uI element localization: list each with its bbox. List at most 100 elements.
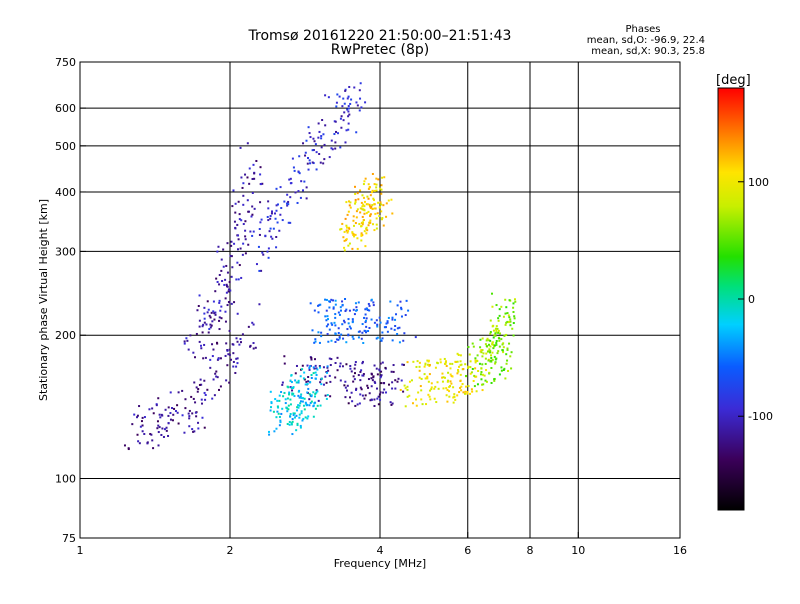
data-point	[296, 409, 299, 412]
data-point	[249, 344, 252, 347]
data-point	[169, 391, 172, 394]
data-point	[224, 320, 227, 323]
data-point	[495, 304, 498, 307]
data-point	[511, 327, 514, 330]
data-point	[297, 190, 300, 193]
data-point	[348, 85, 351, 88]
data-point	[407, 309, 410, 312]
data-point	[345, 238, 348, 241]
data-point	[298, 155, 301, 158]
data-point	[479, 338, 482, 341]
data-point	[203, 312, 206, 315]
data-point	[391, 387, 394, 390]
data-point	[334, 141, 337, 144]
data-point	[297, 406, 300, 409]
data-point	[400, 306, 403, 309]
data-point	[364, 101, 367, 104]
data-point	[200, 344, 203, 347]
data-point	[314, 377, 317, 380]
data-point	[497, 331, 500, 334]
data-point	[357, 198, 360, 201]
data-point	[372, 301, 375, 304]
data-point	[281, 407, 284, 410]
data-point	[276, 221, 279, 224]
data-point	[471, 342, 474, 345]
data-point	[304, 383, 307, 386]
data-point	[370, 398, 373, 401]
data-point	[322, 162, 325, 165]
data-point	[252, 323, 255, 326]
data-point	[359, 386, 362, 389]
data-point	[352, 233, 355, 236]
data-point	[177, 422, 180, 425]
y-tick-label: 600	[55, 102, 76, 115]
data-point	[254, 346, 257, 349]
data-point	[238, 218, 241, 221]
data-point	[300, 410, 303, 413]
data-point	[236, 357, 239, 360]
data-point	[351, 400, 354, 403]
data-point	[183, 342, 186, 345]
data-point	[252, 230, 255, 233]
data-point	[174, 410, 177, 413]
data-point	[187, 412, 190, 415]
data-point	[408, 394, 411, 397]
data-point	[361, 208, 364, 211]
data-point	[498, 308, 501, 311]
data-point	[453, 393, 456, 396]
data-point	[375, 319, 378, 322]
data-point	[326, 315, 329, 318]
data-point	[247, 243, 250, 246]
data-point	[476, 359, 479, 362]
data-point	[345, 229, 348, 232]
data-point	[346, 226, 349, 229]
data-point	[418, 369, 421, 372]
data-point	[212, 348, 215, 351]
data-point	[334, 313, 337, 316]
data-point	[363, 205, 366, 208]
data-point	[480, 371, 483, 374]
data-point	[220, 317, 223, 320]
data-point	[498, 373, 501, 376]
data-point	[385, 391, 388, 394]
data-point	[226, 242, 229, 245]
data-point	[302, 404, 305, 407]
data-point	[230, 244, 233, 247]
data-point	[301, 419, 304, 422]
data-point	[289, 386, 292, 389]
data-point	[312, 162, 315, 165]
data-point	[339, 117, 342, 120]
data-point	[262, 253, 265, 256]
data-point	[483, 374, 486, 377]
data-point	[217, 245, 220, 248]
data-point	[303, 408, 306, 411]
data-point	[306, 417, 309, 420]
data-point	[336, 132, 339, 135]
y-tick-label: 400	[55, 186, 76, 199]
data-point	[298, 416, 301, 419]
data-point	[275, 187, 278, 190]
data-point	[334, 324, 337, 327]
data-point	[233, 242, 236, 245]
data-point	[489, 319, 492, 322]
data-point	[381, 361, 384, 364]
data-point	[313, 140, 316, 143]
data-point	[203, 317, 206, 320]
data-point	[508, 316, 511, 319]
data-point	[203, 306, 206, 309]
data-point	[298, 396, 301, 399]
data-point	[365, 203, 368, 206]
data-point	[299, 395, 302, 398]
data-point	[352, 215, 355, 218]
data-point	[193, 430, 196, 433]
data-point	[241, 186, 244, 189]
data-point	[279, 213, 282, 216]
data-point	[469, 360, 472, 363]
data-point	[300, 368, 303, 371]
data-point	[225, 264, 228, 267]
data-point	[203, 343, 206, 346]
data-point	[296, 406, 299, 409]
data-point	[481, 349, 484, 352]
data-point	[375, 223, 378, 226]
data-point	[355, 387, 358, 390]
